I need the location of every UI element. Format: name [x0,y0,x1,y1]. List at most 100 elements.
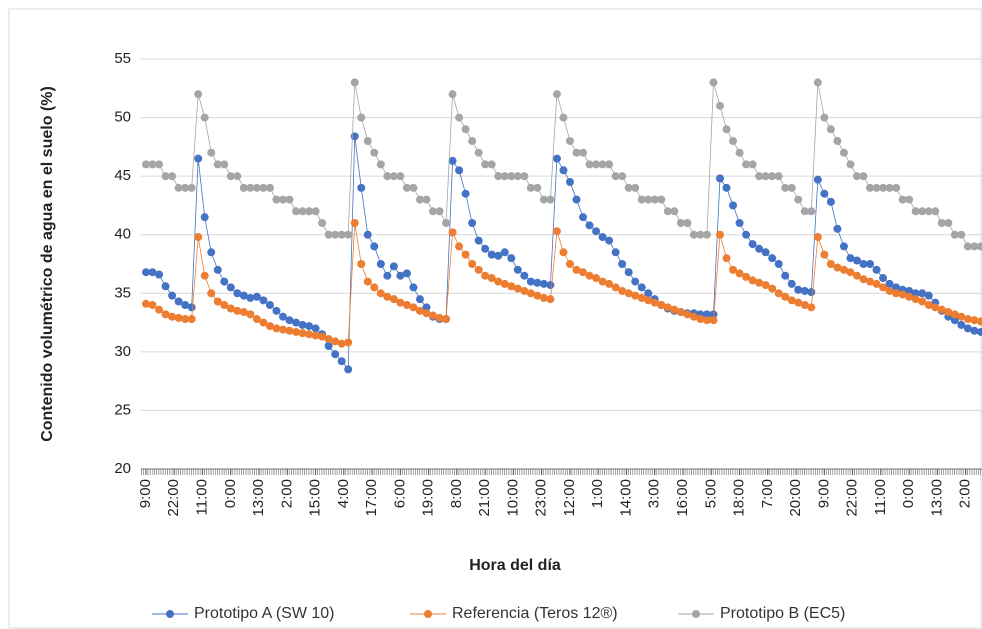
data-point [383,271,392,280]
data-point [794,285,803,294]
data-point [976,317,982,326]
data-point [526,289,535,298]
data-point [442,219,451,227]
data-point [487,160,496,169]
data-point [337,357,346,366]
data-point [644,296,653,305]
data-point [872,183,881,192]
x-tick-label: 23:00 [533,479,550,517]
data-point [781,292,790,301]
data-point [337,230,346,239]
data-point [879,283,888,292]
data-point [415,195,424,204]
data-point [742,272,751,281]
data-point [481,244,490,253]
data-point [181,315,190,324]
data-point [963,324,972,333]
data-point [559,166,568,175]
data-point [370,148,379,157]
data-point [187,315,196,324]
data-point [924,207,933,216]
data-point [598,160,607,169]
data-point [898,195,907,204]
data-point [605,160,614,169]
data-point [429,311,438,320]
data-point [970,326,979,335]
data-point [461,125,470,134]
data-point [487,274,496,283]
data-point [383,172,392,181]
data-point [976,242,982,251]
data-point [252,315,261,324]
data-point [252,183,261,192]
data-point [657,301,666,309]
data-point [148,160,157,169]
data-point [866,183,875,192]
data-point [670,207,679,216]
data-point [148,301,157,309]
data-point [455,113,464,122]
x-tick-label: 15:00 [307,479,324,517]
x-tick-label: 19:00 [420,479,437,517]
data-point [246,310,255,319]
data-point [448,228,457,237]
data-point [702,230,711,239]
data-point [833,263,842,272]
data-point [442,315,451,324]
data-point [500,248,509,257]
data-point [494,251,503,260]
data-point [800,286,809,295]
data-point [781,183,790,192]
data-point [513,172,522,181]
data-point [331,230,340,239]
x-tick-label: 11:00 [194,479,211,515]
data-point [807,303,816,312]
data-point [278,325,287,334]
data-point [911,289,920,298]
data-point [318,332,327,341]
data-point [879,183,888,192]
data-point [278,312,287,321]
data-point [657,195,666,204]
data-point [363,230,372,239]
data-point [233,306,242,315]
data-point [611,283,620,292]
data-point [265,301,274,309]
data-point [813,233,822,242]
data-point [748,160,757,169]
data-point [944,308,953,317]
data-point [174,313,183,322]
x-tick-label: 0:00 [222,479,239,508]
data-point [194,90,203,99]
data-point [226,283,235,292]
x-tick-label: 2:00 [278,479,295,508]
data-point [142,299,151,308]
data-point [702,310,711,319]
data-point [859,260,868,268]
data-point [970,316,979,325]
data-point [624,183,633,192]
data-point [768,172,777,181]
data-point [272,306,281,315]
y-tick-label: 20 [114,460,131,477]
data-point [200,113,209,122]
data-point [813,175,822,184]
data-point [552,90,561,99]
data-point [800,207,809,216]
x-tick-label: 11:00 [872,479,889,515]
data-point [624,268,633,277]
data-point [963,315,972,324]
data-point [142,160,151,169]
data-point [722,125,731,134]
data-point [357,260,366,268]
y-axis-title: Contenido volumétrico de agua en el suel… [39,86,56,442]
data-point [748,240,757,249]
data-point [579,148,588,157]
data-point [813,78,822,87]
data-point [194,233,203,242]
data-point [357,183,366,192]
data-point [820,113,829,122]
data-point [239,291,248,300]
data-point [161,282,170,291]
data-point [311,324,320,333]
